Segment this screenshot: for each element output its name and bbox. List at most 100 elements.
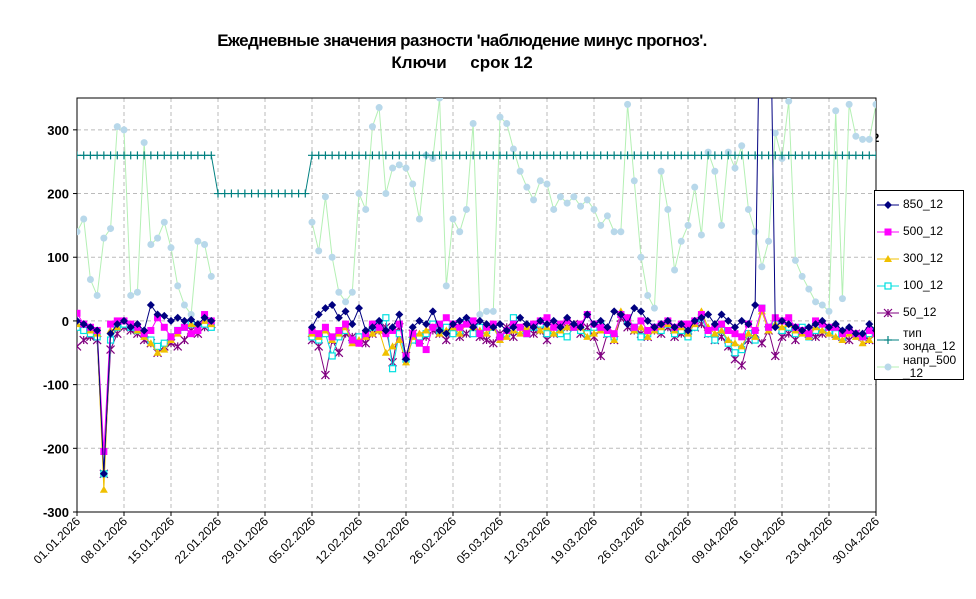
data-point xyxy=(798,326,807,335)
data-point xyxy=(731,323,739,332)
data-point xyxy=(314,341,324,351)
data-point xyxy=(596,351,606,361)
data-point xyxy=(516,313,525,322)
data-point xyxy=(348,336,356,344)
data-point xyxy=(812,298,820,306)
data-point xyxy=(697,151,706,160)
data-point xyxy=(126,323,135,332)
x-tick-label: 19.02.2026 xyxy=(360,514,413,567)
data-point xyxy=(630,323,638,331)
data-point xyxy=(644,291,652,299)
data-point xyxy=(798,151,807,160)
data-point xyxy=(361,326,370,335)
data-point xyxy=(456,323,464,331)
data-point xyxy=(718,320,726,328)
data-point xyxy=(308,151,316,160)
data-point xyxy=(227,189,236,198)
data-point xyxy=(852,132,860,140)
data-point xyxy=(173,151,182,160)
data-point xyxy=(657,320,666,329)
x-tick-label: 09.04.2026 xyxy=(689,514,742,567)
data-point xyxy=(757,151,766,160)
legend-label: напр_500_12 xyxy=(903,352,957,380)
legend-item: 500_12 xyxy=(875,218,963,245)
legend-swatch xyxy=(877,200,899,209)
data-point xyxy=(522,151,531,160)
data-point xyxy=(691,183,699,191)
data-point xyxy=(375,316,384,325)
data-point xyxy=(845,323,854,332)
data-point xyxy=(99,151,108,160)
data-point xyxy=(476,330,484,338)
data-point xyxy=(569,151,578,160)
data-point xyxy=(488,338,498,348)
data-point xyxy=(643,316,652,325)
data-point xyxy=(160,323,168,331)
data-point xyxy=(764,151,773,160)
data-point xyxy=(523,183,531,191)
data-point xyxy=(872,100,876,108)
data-point xyxy=(811,151,820,160)
data-point xyxy=(751,301,760,309)
data-point xyxy=(744,151,753,160)
data-point xyxy=(859,135,867,143)
data-point xyxy=(415,215,423,223)
data-point xyxy=(704,326,712,334)
data-point xyxy=(610,151,619,160)
data-point xyxy=(482,320,491,329)
x-tick-label: 29.01.2026 xyxy=(219,514,272,567)
data-point xyxy=(328,301,337,309)
data-point xyxy=(462,313,471,322)
data-point xyxy=(737,151,746,160)
data-point xyxy=(281,189,290,198)
data-point xyxy=(120,126,128,134)
data-point xyxy=(167,316,175,325)
data-point xyxy=(146,301,155,309)
data-point xyxy=(577,202,585,210)
data-point xyxy=(724,326,732,334)
data-point xyxy=(596,151,605,160)
data-point xyxy=(543,151,551,160)
data-point xyxy=(509,145,517,153)
data-point xyxy=(469,151,478,160)
data-point xyxy=(865,135,873,143)
data-point xyxy=(388,342,397,350)
data-point xyxy=(818,326,827,334)
data-point xyxy=(509,323,518,332)
data-point xyxy=(865,151,874,160)
data-point xyxy=(496,320,504,329)
data-point xyxy=(710,320,719,329)
data-point xyxy=(475,316,484,325)
data-point xyxy=(851,329,860,338)
data-point xyxy=(409,180,417,188)
data-point xyxy=(791,151,800,160)
data-point xyxy=(603,151,612,160)
data-point xyxy=(342,298,350,306)
data-point xyxy=(569,320,578,329)
data-point xyxy=(630,177,638,185)
data-point xyxy=(254,189,263,198)
data-point xyxy=(462,151,471,160)
data-point xyxy=(77,316,81,325)
data-point xyxy=(147,240,155,248)
data-point xyxy=(509,151,518,160)
data-point xyxy=(657,167,665,175)
data-point xyxy=(724,336,733,344)
data-point xyxy=(180,335,189,345)
data-point xyxy=(193,151,202,160)
data-point xyxy=(321,151,330,160)
data-point xyxy=(536,151,545,160)
data-point xyxy=(442,314,450,322)
data-point xyxy=(724,316,733,325)
data-point xyxy=(456,228,464,236)
data-point xyxy=(616,151,625,160)
data-point xyxy=(851,151,860,160)
x-tick-label: 08.01.2026 xyxy=(78,514,131,567)
data-point xyxy=(388,323,397,332)
data-point xyxy=(113,151,122,160)
y-tick-label: 300 xyxy=(47,123,69,138)
data-point xyxy=(737,342,746,350)
data-point xyxy=(737,316,746,325)
data-point xyxy=(603,323,612,332)
legend-swatch xyxy=(877,228,899,235)
